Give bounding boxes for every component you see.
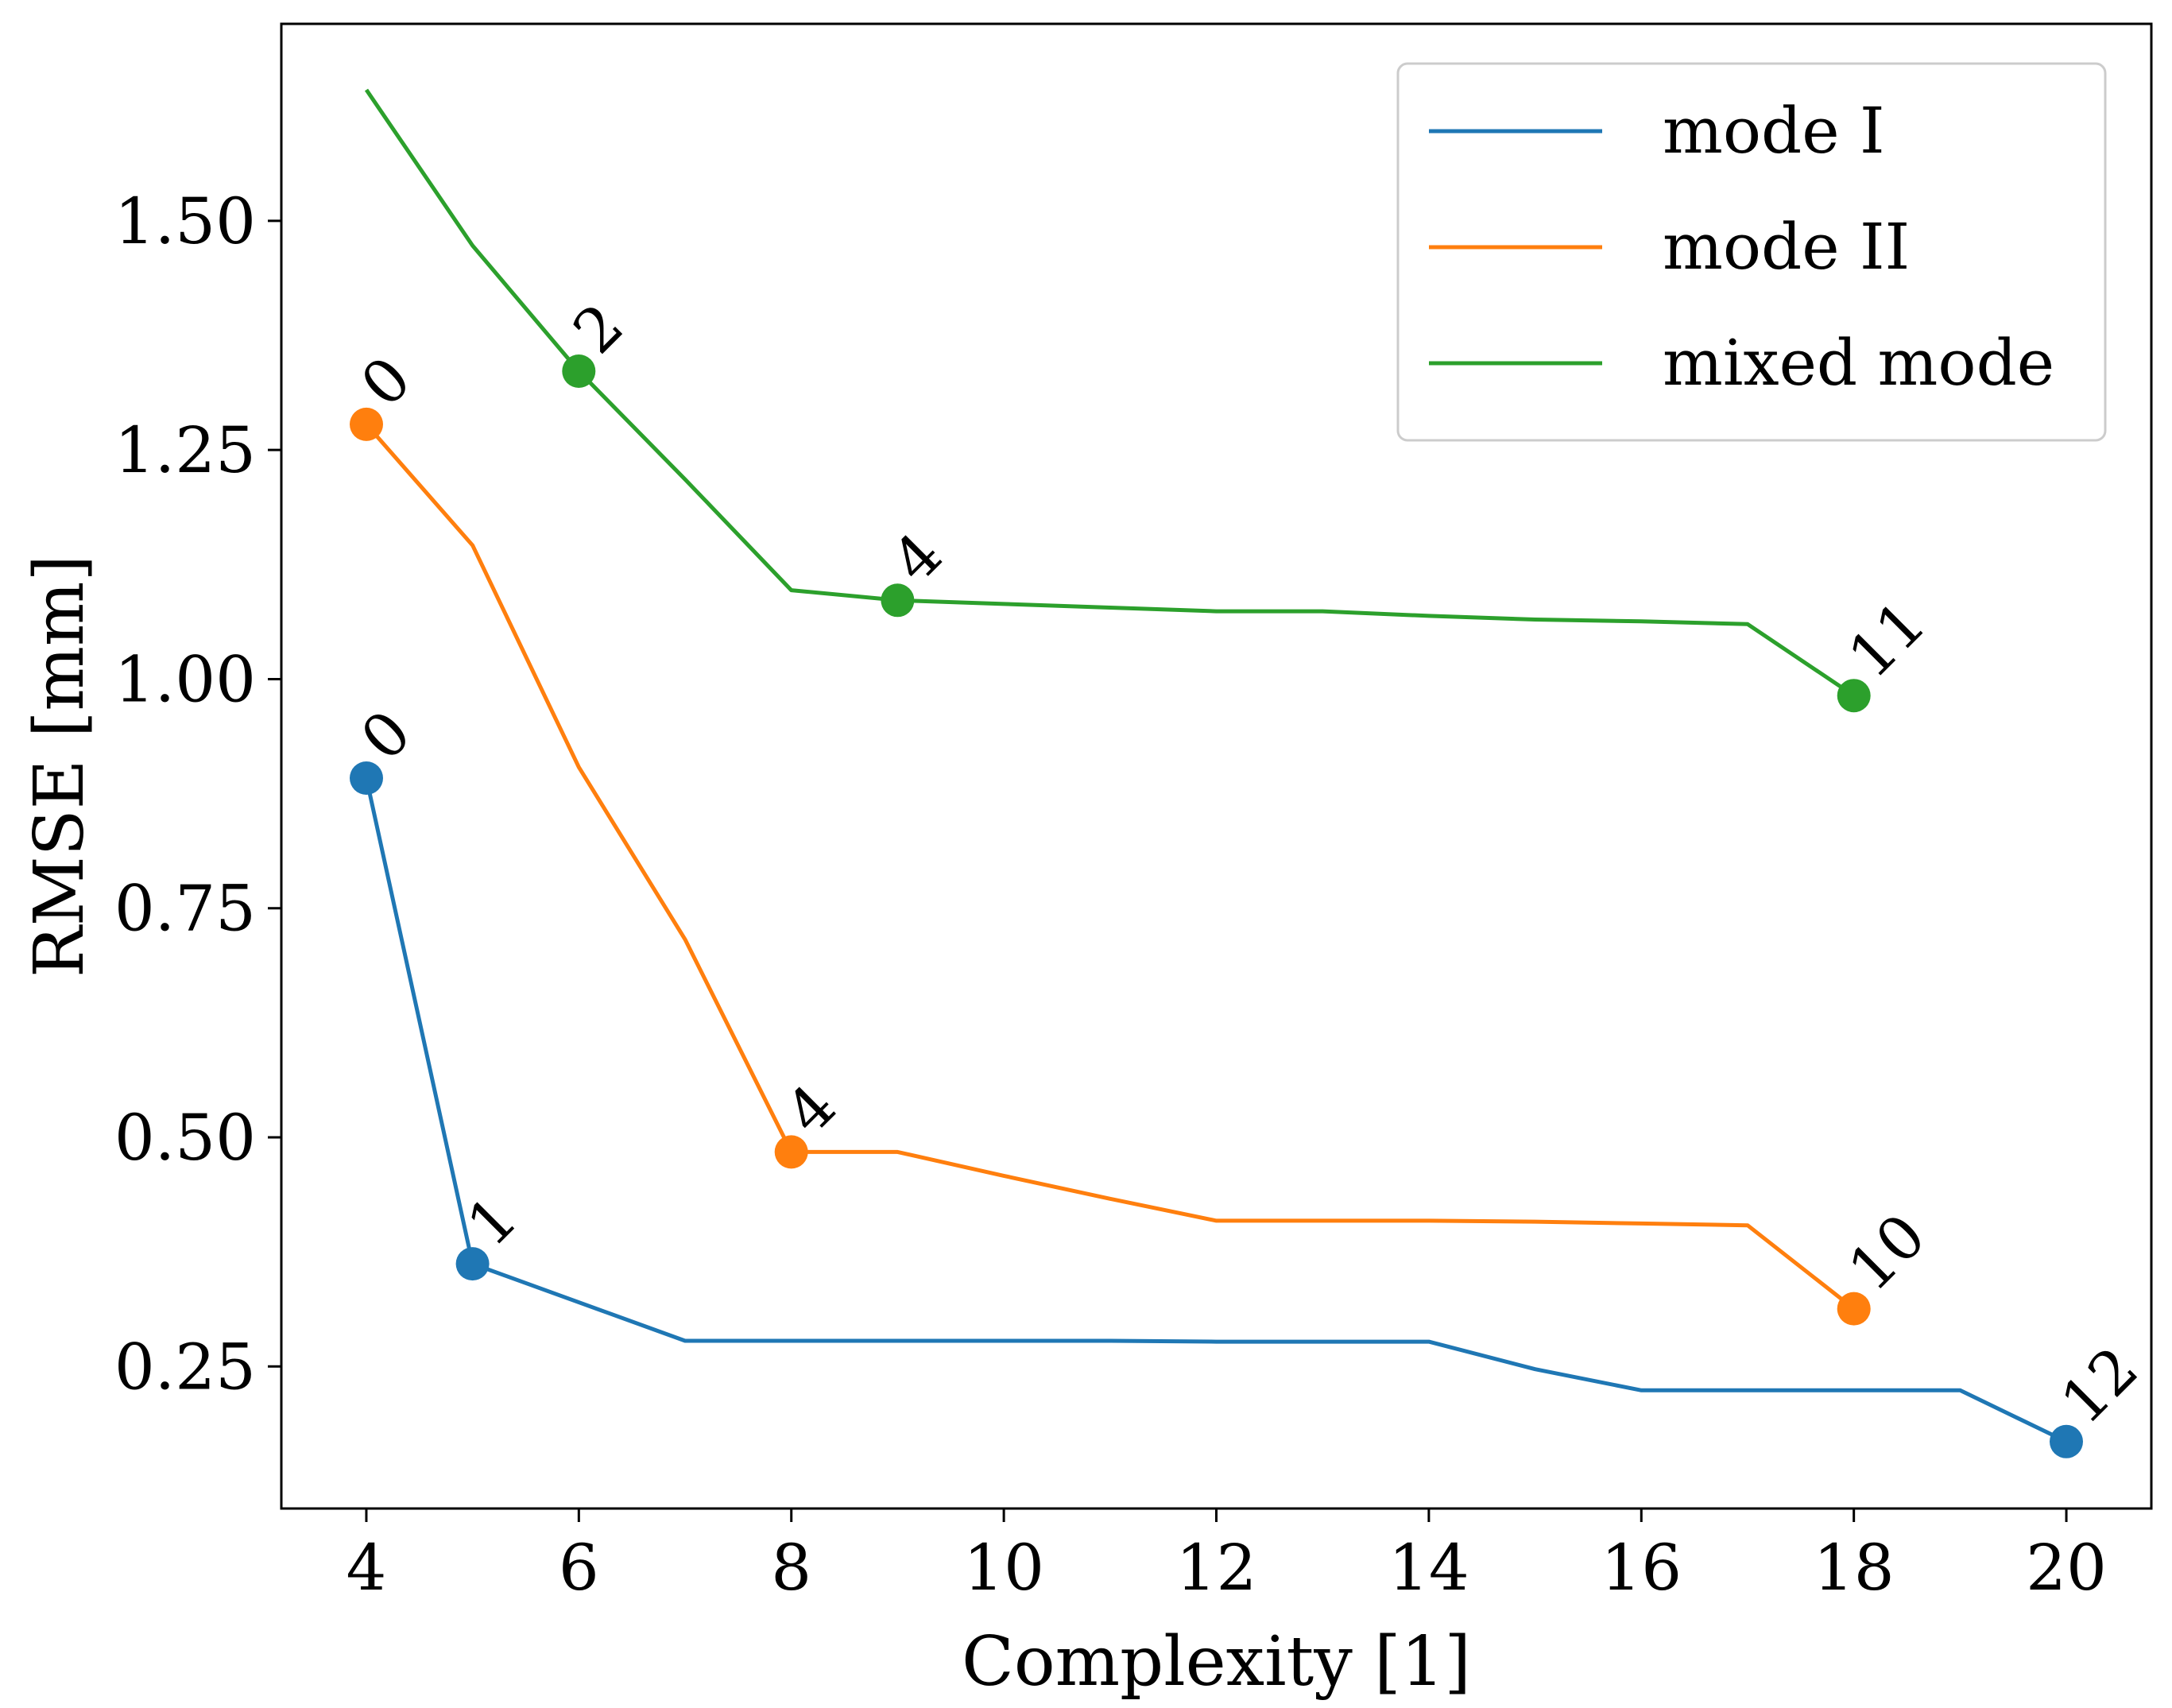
series-line-mode-II xyxy=(365,423,1856,1311)
y-tick-label: 0.75 xyxy=(114,872,256,946)
legend-box xyxy=(1396,62,2107,442)
y-tick-label: 1.50 xyxy=(114,184,256,258)
data-point-marker xyxy=(2050,1424,2083,1458)
x-tick-label: 16 xyxy=(1601,1531,1682,1605)
data-point-marker xyxy=(881,583,915,618)
legend-entry-label: mixed mode xyxy=(1663,326,2054,400)
data-point-marker xyxy=(455,1247,490,1281)
data-point-marker xyxy=(350,407,383,441)
y-tick-label: 0.25 xyxy=(114,1330,256,1404)
data-point-marker xyxy=(350,761,383,795)
data-point-marker xyxy=(562,354,596,388)
x-tick-label: 14 xyxy=(1388,1531,1469,1605)
y-tick-label: 0.50 xyxy=(114,1101,256,1175)
x-tick-label: 4 xyxy=(347,1531,387,1605)
x-axis-label: Complexity [1] xyxy=(962,1622,1471,1702)
legend-entry-label: mode I xyxy=(1663,94,1885,168)
x-tick-label: 20 xyxy=(2026,1531,2107,1605)
x-tick-label: 10 xyxy=(963,1531,1044,1605)
series-line-mode-I xyxy=(364,777,2068,1444)
x-tick-label: 12 xyxy=(1176,1531,1257,1605)
x-tick-label: 8 xyxy=(771,1531,811,1605)
y-tick-label: 1.25 xyxy=(114,413,256,487)
data-point-marker xyxy=(1837,679,1871,713)
x-tick-label: 18 xyxy=(1814,1531,1895,1605)
y-tick-label: 1.00 xyxy=(114,643,256,717)
legend-entry-label: mode II xyxy=(1663,210,1910,284)
series-line-mixed-mode xyxy=(364,88,1856,698)
data-point-marker xyxy=(1837,1292,1871,1326)
x-tick-label: 6 xyxy=(559,1531,599,1605)
data-point-marker xyxy=(774,1135,808,1169)
axes: 4 6 8 10 12 14 16 18 20 0.25 0.50 0.75 1.00 1.25 1.50 xyxy=(114,22,2153,1605)
y-axis-label: RMSE [mm] xyxy=(20,555,99,978)
legend: mode I mode II mixed mode xyxy=(1396,62,2107,442)
